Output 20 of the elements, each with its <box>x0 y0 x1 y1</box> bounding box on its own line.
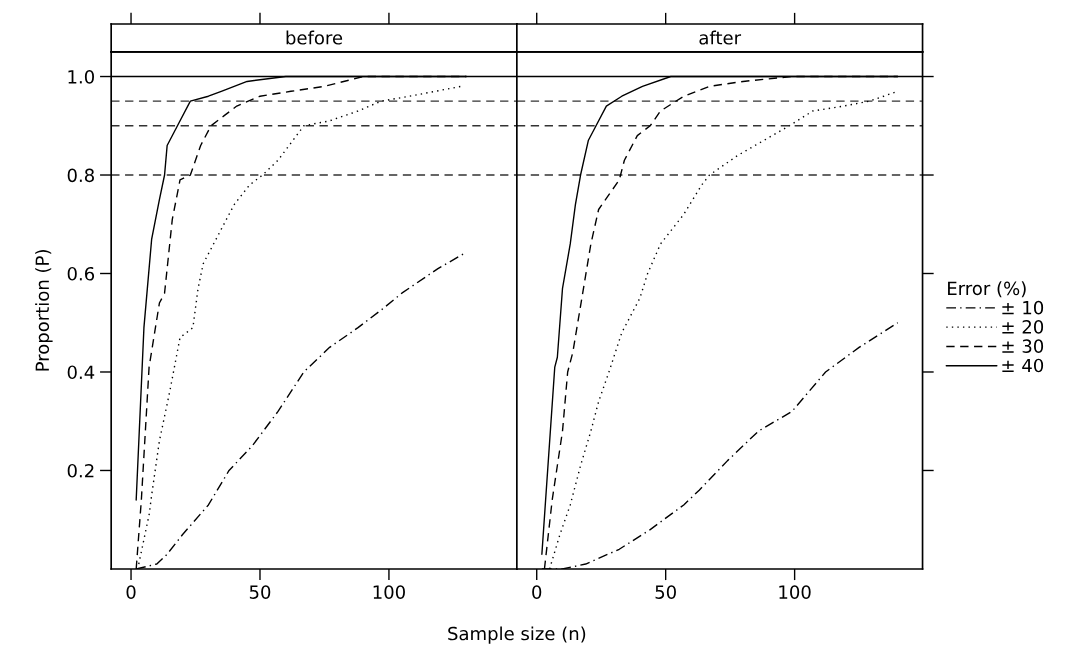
y-axis-title: Proportion (P) <box>35 250 53 371</box>
legend-label: ± 10 <box>1002 300 1044 315</box>
y-tick-label: 1.0 <box>68 69 95 84</box>
x-tick-label: 0 <box>532 585 542 599</box>
legend-label: ± 20 <box>1002 320 1044 334</box>
y-tick-label: 0.4 <box>67 365 95 380</box>
x-tick-label: 100 <box>779 585 811 599</box>
x-tick-label: 0 <box>126 585 136 599</box>
legend-label: ± 30 <box>1002 339 1044 354</box>
x-tick-label: 50 <box>249 585 271 599</box>
x-tick-label: 100 <box>373 585 405 599</box>
y-tick-label: 0.2 <box>67 463 94 478</box>
chart-title: before <box>286 30 343 45</box>
legend-label: ± 40 <box>1002 358 1044 373</box>
x-axis-title: Sample size (n) <box>448 626 586 644</box>
y-tick-label: 0.8 <box>67 168 94 183</box>
chart-title: after <box>699 30 742 45</box>
x-tick-label: 50 <box>655 585 676 599</box>
y-tick-label: 0.6 <box>67 266 95 281</box>
legend-title: Error (%) <box>948 281 1026 298</box>
